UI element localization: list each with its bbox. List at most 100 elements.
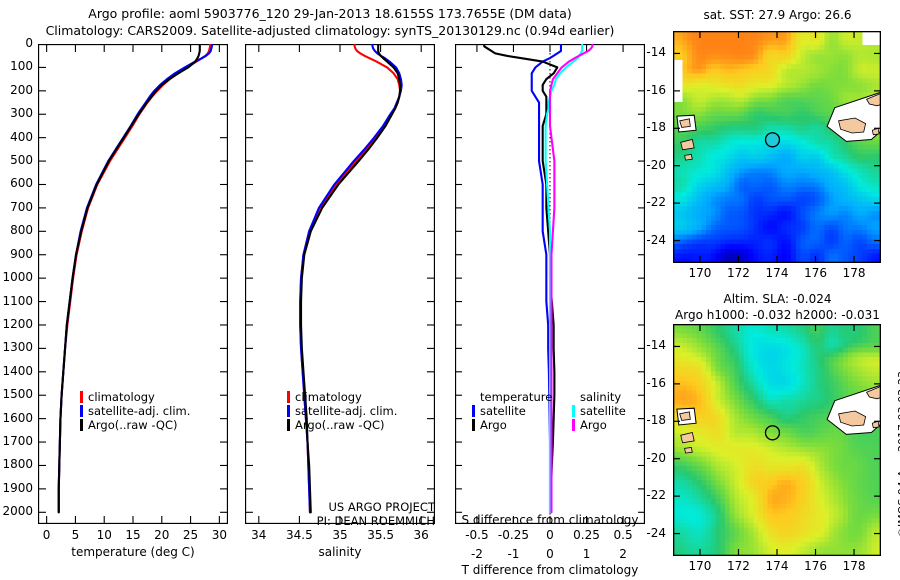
depth-ticklabel: 1400 xyxy=(2,363,33,378)
temperature-plot-area xyxy=(38,44,228,524)
map-longitude-ticklabel: 172 xyxy=(727,559,750,573)
temperature-ticklabel: 10 xyxy=(96,528,112,542)
legend-color-swatch xyxy=(80,391,83,403)
temperature-ticklabel: 30 xyxy=(211,528,227,542)
map-latitude-ticklabel: -22 xyxy=(646,488,666,503)
depth-ticklabel: 1100 xyxy=(2,293,33,308)
legend-item: Argo(..raw -QC) xyxy=(287,418,397,432)
salinity-ticklabel: 35 xyxy=(332,528,348,542)
difference-legend-salinity: salinity satellite Argo xyxy=(572,390,626,432)
legend-item: satellite xyxy=(472,404,552,418)
legend-item: climatology xyxy=(80,390,190,404)
legend-label: Argo(..raw -QC) xyxy=(88,418,178,432)
temperature-ticklabel: 15 xyxy=(125,528,141,542)
depth-ticklabel: 500 xyxy=(10,153,33,168)
map-longitude-ticklabel: 176 xyxy=(804,559,827,573)
depth-ticklabel: 1700 xyxy=(2,434,33,449)
legend-item: satellite-adj. clim. xyxy=(287,404,397,418)
legend-color-swatch xyxy=(472,419,475,431)
legend-group-title-temperature: temperature xyxy=(480,390,553,404)
map-sst-x-ticklabels: 170 172 174 176 178 xyxy=(655,266,900,282)
depth-ticklabel: 1000 xyxy=(2,270,33,285)
map-sst xyxy=(673,31,881,263)
map-sla-title-line2: Argo h1000: -0.032 h2000: -0.031 xyxy=(675,308,880,322)
salinity-plot-area xyxy=(245,44,435,524)
depth-ticklabel: 1900 xyxy=(2,480,33,495)
legend-label: climatology xyxy=(295,390,362,404)
map-latitude-ticklabel: -14 xyxy=(646,338,666,353)
map-sla-canvas xyxy=(673,324,881,556)
legend-item: Argo(..raw -QC) xyxy=(80,418,190,432)
difference-salinity-axis-label: S difference from climatology xyxy=(461,513,639,527)
project-pi: PI: DEAN ROEMMICH xyxy=(316,514,435,528)
map-sst-canvas xyxy=(673,31,881,263)
legend-color-swatch xyxy=(472,405,475,417)
legend-color-swatch xyxy=(80,419,83,431)
temperature-x-axis-label: temperature (deg C) xyxy=(71,545,195,559)
map-latitude-ticklabel: -16 xyxy=(646,82,666,97)
legend-label: satellite-adj. clim. xyxy=(295,404,398,418)
legend-label: satellite xyxy=(580,404,626,418)
imos-credit: ©IMOS 04-Aug-2017 03:02:23 xyxy=(896,371,900,538)
depth-ticklabel: 1500 xyxy=(2,387,33,402)
map-latitude-ticklabel: -18 xyxy=(646,120,666,135)
legend-color-swatch xyxy=(572,419,575,431)
temperature-difference-ticklabel: 0 xyxy=(546,547,554,561)
depth-ticklabel: 700 xyxy=(10,199,33,214)
difference-legend-temperature: temperature satellite Argo xyxy=(472,390,552,432)
legend-label: satellite xyxy=(480,404,526,418)
difference-plot-area xyxy=(455,44,645,524)
map-longitude-ticklabel: 176 xyxy=(804,266,827,280)
map-sst-y-ticklabels: -14 -16 -18 -20 -22 -24 xyxy=(640,0,670,300)
map-longitude-ticklabel: 174 xyxy=(765,559,789,573)
temperature-difference-ticklabel: -2 xyxy=(470,547,483,561)
temperature-legend: climatology satellite-adj. clim. Argo(..ra… xyxy=(80,390,190,432)
map-latitude-ticklabel: -24 xyxy=(646,232,666,247)
depth-ticklabel: 1200 xyxy=(2,316,33,331)
temperature-ticklabel: 20 xyxy=(154,528,170,542)
project-credit: US ARGO PROJECT PI: DEAN ROEMMICH xyxy=(255,500,435,528)
salinity-ticklabel: 34 xyxy=(251,528,267,542)
difference-salinity-ticklabels: -0.5 -0.25 0 0.25 0.5 xyxy=(437,528,667,544)
figure-title-line1: Argo profile: aoml 5903776_120 29-Jan-20… xyxy=(88,6,572,21)
map-latitude-ticklabel: -16 xyxy=(646,375,666,390)
temperature-difference-ticklabel: -1 xyxy=(507,547,520,561)
salinity-legend: climatology satellite-adj. clim. Argo(..ra… xyxy=(287,390,397,432)
salinity-x-axis-ticklabels: 34 34.5 35 35.5 36 xyxy=(227,528,457,544)
map-latitude-ticklabel: -24 xyxy=(646,525,666,540)
depth-ticklabel: 100 xyxy=(10,59,33,74)
map-latitude-ticklabel: -20 xyxy=(646,157,666,172)
legend-label: climatology xyxy=(88,390,155,404)
salinity-difference-ticklabel: -0.25 xyxy=(497,528,529,542)
temperature-difference-ticklabel: 2 xyxy=(619,547,627,561)
salinity-difference-ticklabel: 0.25 xyxy=(573,528,600,542)
legend-item: Argo xyxy=(572,418,626,432)
map-latitude-ticklabel: -14 xyxy=(646,45,666,60)
depth-ticklabel: 200 xyxy=(10,82,33,97)
depth-ticklabel: 0 xyxy=(25,36,33,50)
depth-ticklabel: 800 xyxy=(10,223,33,238)
legend-color-swatch xyxy=(572,405,575,417)
temperature-difference-ticklabel: 1 xyxy=(582,547,591,561)
legend-color-swatch xyxy=(287,391,290,403)
depth-ticklabel: 600 xyxy=(10,176,33,191)
legend-label: Argo(..raw -QC) xyxy=(295,418,385,432)
legend-item: climatology xyxy=(287,390,397,404)
legend-label: Argo xyxy=(480,418,507,432)
project-name: US ARGO PROJECT xyxy=(328,500,435,514)
depth-ticklabel: 2000 xyxy=(2,504,33,519)
map-latitude-ticklabel: -22 xyxy=(646,195,666,210)
temperature-y-axis-ticklabels: 0 100 200 300 400 500 600 700 800 900 1000 1100 1200… xyxy=(0,0,36,580)
difference-temperature-ticklabels: -2 -1 0 1 2 xyxy=(437,547,667,563)
salinity-ticklabel: 34.5 xyxy=(286,528,313,542)
legend-color-swatch xyxy=(287,419,290,431)
panel-temperature xyxy=(38,44,228,524)
salinity-ticklabel: 36 xyxy=(413,528,429,542)
map-sla-y-ticklabels: -14 -16 -18 -20 -22 -24 xyxy=(640,290,670,580)
map-sst-title: sat. SST: 27.9 Argo: 26.6 xyxy=(703,8,852,22)
map-sla xyxy=(673,324,881,556)
temperature-ticklabel: 0 xyxy=(42,528,51,542)
map-sla-x-ticklabels: 170 172 174 176 178 xyxy=(655,559,900,575)
difference-temperature-axis-label: T difference from climatology xyxy=(461,563,639,577)
map-longitude-ticklabel: 178 xyxy=(842,266,866,280)
